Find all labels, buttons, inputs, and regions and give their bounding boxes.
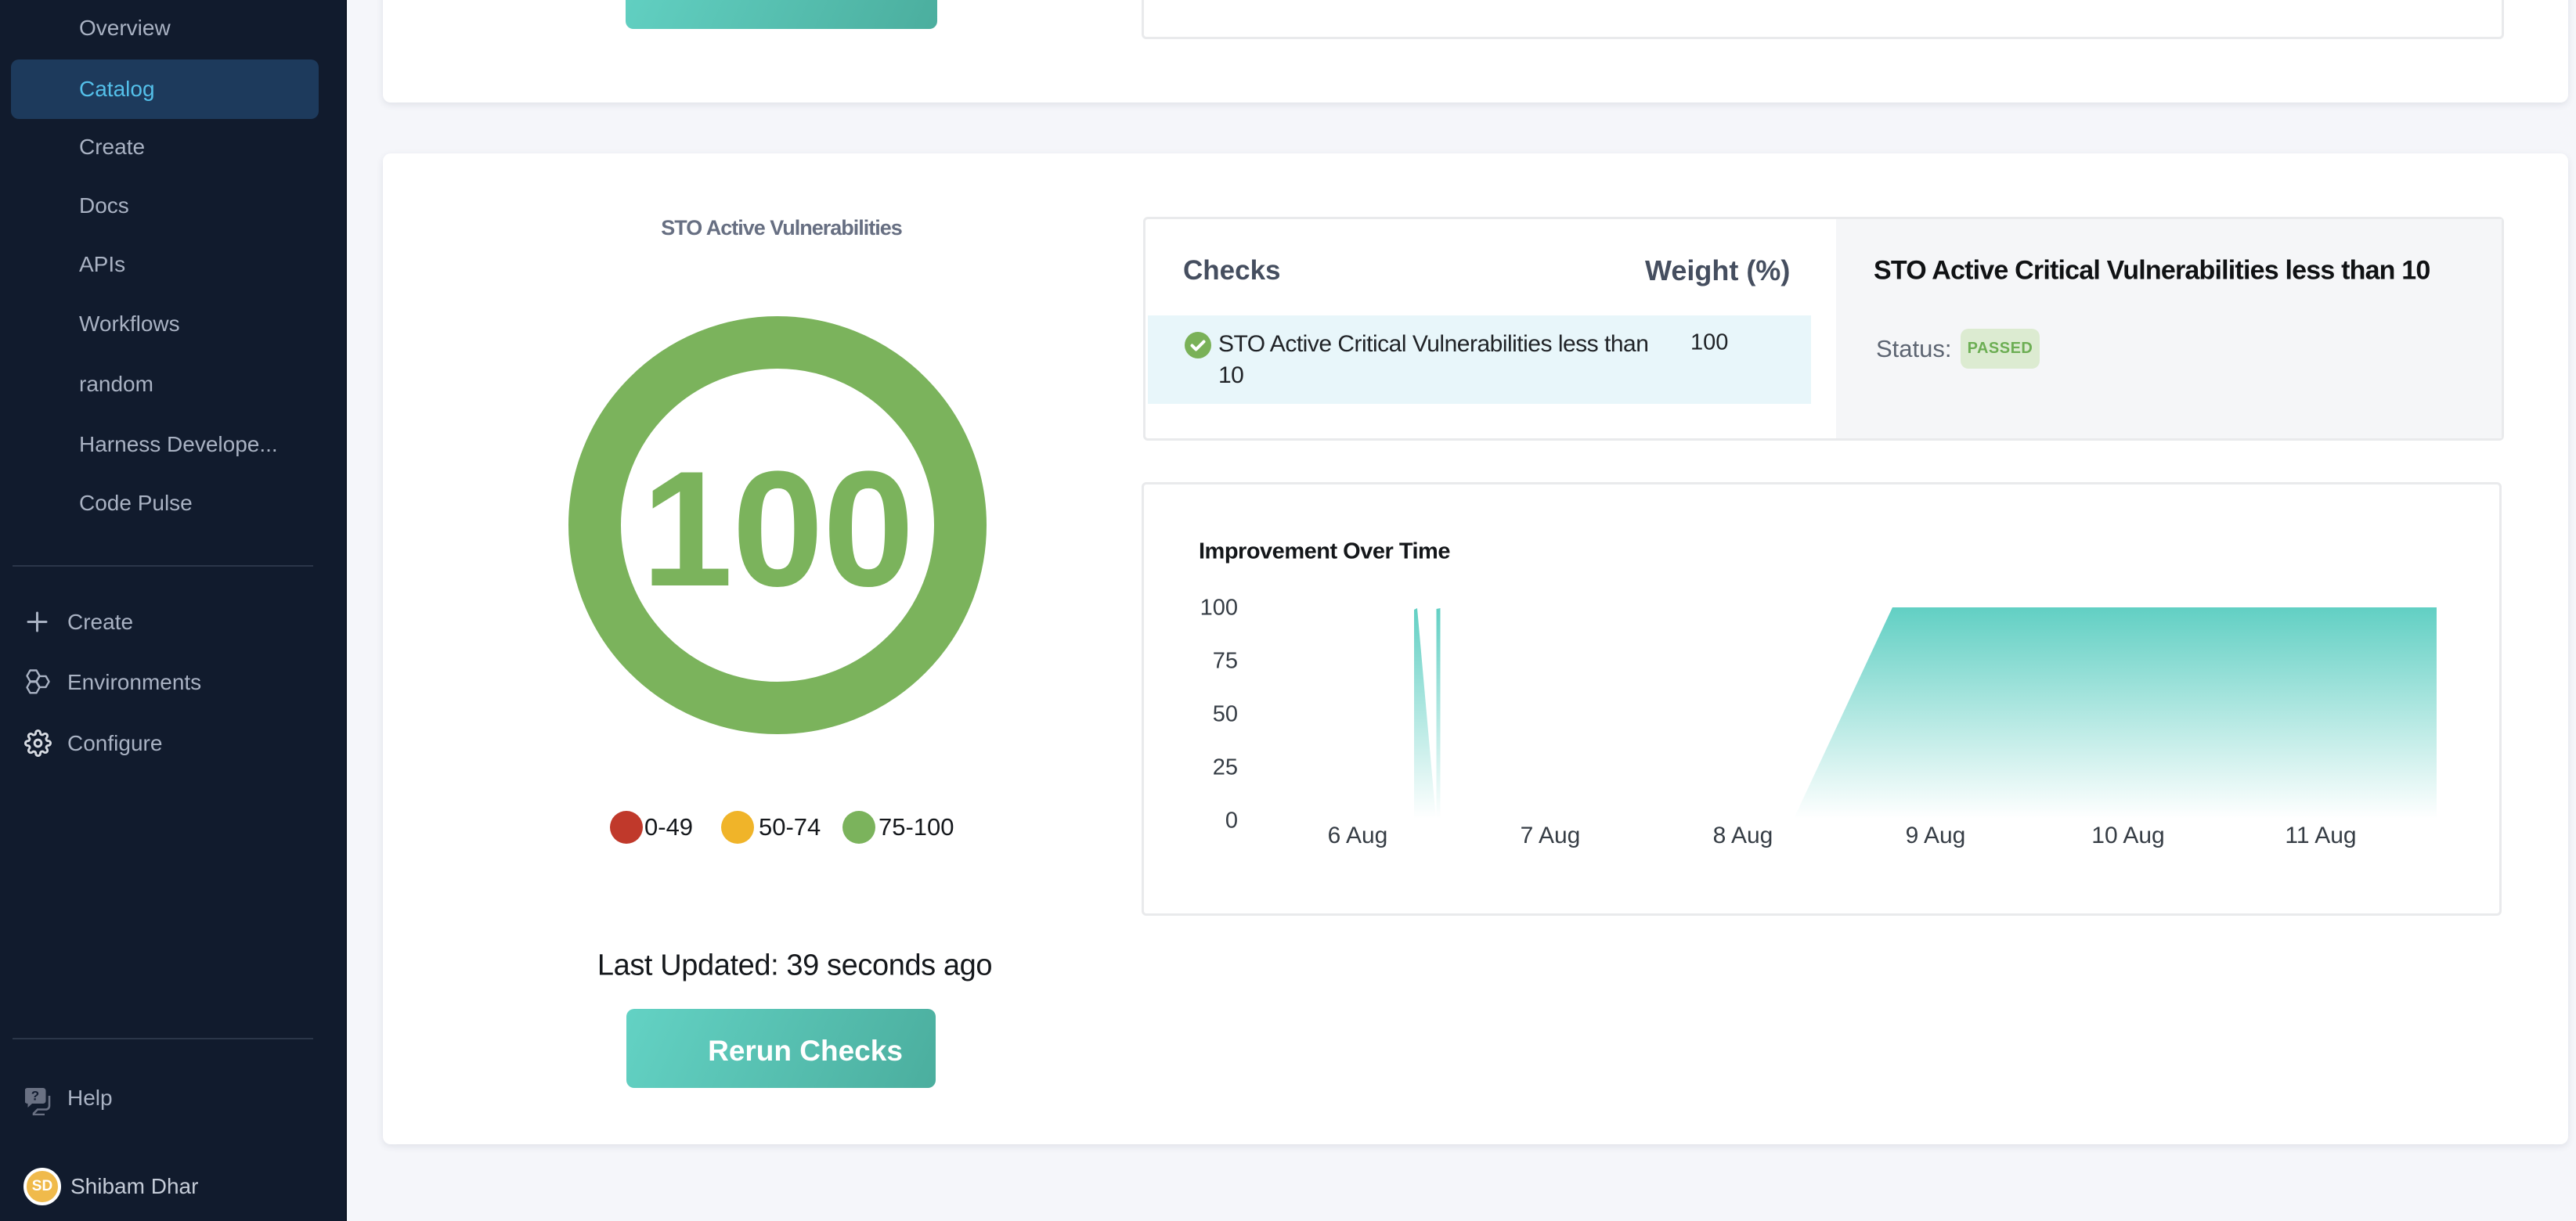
svg-text:?: ? — [31, 1089, 39, 1104]
